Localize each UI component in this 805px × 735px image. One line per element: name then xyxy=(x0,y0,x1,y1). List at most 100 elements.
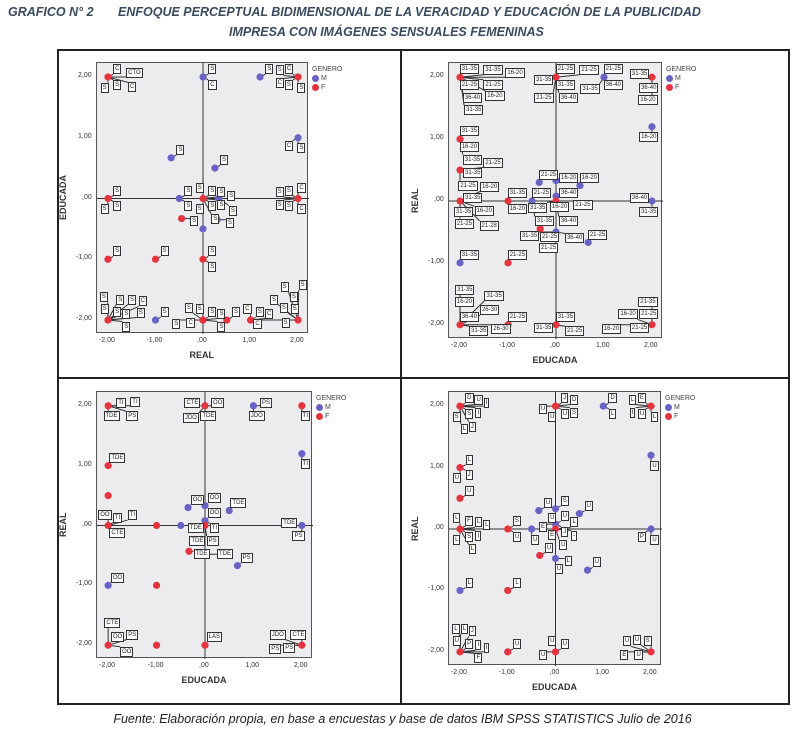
divider xyxy=(57,377,790,379)
point-label: S xyxy=(284,201,293,212)
point-label: 36-40 xyxy=(558,92,579,103)
data-point-female xyxy=(456,402,464,410)
point-label: 36-40 xyxy=(639,82,659,93)
data-point-male xyxy=(184,503,192,512)
data-point-female xyxy=(104,521,112,530)
data-point-female xyxy=(152,641,161,649)
point-label: S xyxy=(452,411,461,422)
data-point-female xyxy=(246,316,255,324)
point-label: 21-28 xyxy=(479,220,499,231)
data-point-male xyxy=(211,164,219,172)
data-point-female xyxy=(504,259,512,267)
data-point-female xyxy=(552,321,560,329)
point-label: S xyxy=(512,516,521,527)
point-label: U xyxy=(632,634,642,645)
point-label: S xyxy=(297,82,306,93)
point-label: D xyxy=(569,394,579,405)
data-point-male xyxy=(456,259,464,267)
point-label: PS xyxy=(283,643,296,654)
data-point-male xyxy=(199,225,207,233)
point-label: D xyxy=(465,393,474,404)
point-label: F xyxy=(474,653,483,664)
y-tick-label: -2,00 xyxy=(76,640,92,648)
legend-label: F xyxy=(321,84,326,91)
point-label: U xyxy=(560,639,570,650)
plot-canvas xyxy=(97,63,309,334)
point-label: U xyxy=(622,636,632,647)
data-point-female xyxy=(504,197,512,205)
data-point-female xyxy=(456,135,464,143)
data-point-male xyxy=(256,73,264,81)
x-tick-label: 2,00 xyxy=(290,337,304,344)
legend-item-F: F xyxy=(316,413,346,420)
y-axis-label: REAL xyxy=(410,188,420,213)
point-label: U xyxy=(560,408,570,419)
point-label: S xyxy=(208,201,217,212)
y-tick-label: ,00 xyxy=(82,193,92,201)
point-label: 31-35 xyxy=(555,80,576,90)
plot-canvas xyxy=(97,392,313,659)
point-label: L xyxy=(452,624,460,635)
data-point-female xyxy=(456,321,464,329)
point-label: C xyxy=(208,79,217,90)
point-label: OO xyxy=(110,632,125,643)
data-point-male xyxy=(294,134,302,142)
legend-label: M xyxy=(674,404,680,411)
point-label: U xyxy=(544,542,554,553)
point-label: S xyxy=(643,636,652,647)
point-label: U xyxy=(548,636,557,647)
data-point-female xyxy=(456,648,464,656)
legend-label: M xyxy=(321,75,327,82)
legend-item-M: M xyxy=(666,75,696,82)
point-label: U xyxy=(452,473,461,484)
point-label: C xyxy=(275,78,284,89)
data-point-female xyxy=(456,494,464,502)
point-label: L xyxy=(468,544,477,555)
y-tick-label: 1,00 xyxy=(78,132,92,140)
point-label: 31-35 xyxy=(483,64,503,75)
point-label: 31-35 xyxy=(555,311,576,322)
point-label: 36-40 xyxy=(459,311,480,322)
point-label: 36-40 xyxy=(558,216,579,227)
data-point-male xyxy=(167,154,175,162)
point-label: 36-40 xyxy=(629,193,650,204)
point-label: 31-35 xyxy=(469,326,489,337)
y-tick-label: 1,00 xyxy=(430,134,444,142)
point-label: 21-25 xyxy=(483,79,503,90)
point-label: LAS xyxy=(206,632,223,643)
point-label: S xyxy=(100,304,109,315)
point-label: 16-20 xyxy=(485,90,505,101)
point-label: U xyxy=(452,636,461,647)
data-point-male xyxy=(647,525,655,533)
point-label: S xyxy=(281,317,290,328)
point-label: U xyxy=(538,649,548,660)
point-label: 36-40 xyxy=(559,188,579,199)
point-label: JDO xyxy=(182,412,199,423)
x-tick-label: -1,00 xyxy=(147,662,164,669)
point-label: S xyxy=(122,308,131,319)
graph-number: GRAFICO N° 2 xyxy=(8,5,94,19)
x-tick-label: -2,00 xyxy=(451,342,467,349)
point-label: E xyxy=(620,650,629,661)
point-label: PS xyxy=(269,643,282,654)
legend-marker-icon xyxy=(312,84,319,91)
point-label: - xyxy=(570,530,577,541)
point-label: U xyxy=(592,557,602,568)
label-leader xyxy=(555,74,580,78)
point-label: I xyxy=(475,407,482,418)
point-label: 36-40 xyxy=(603,80,624,90)
x-tick-label: 2,00 xyxy=(643,342,658,349)
data-point-male xyxy=(298,450,306,458)
x-axis-label: EDUCADA xyxy=(532,682,577,692)
y-tick-label: -2,00 xyxy=(76,315,92,323)
point-label: L xyxy=(513,577,521,588)
data-point-female xyxy=(104,316,112,324)
point-label: CTE xyxy=(184,397,201,408)
point-label: S xyxy=(275,200,284,210)
point-label: 21-25 xyxy=(454,218,475,229)
legend-label: M xyxy=(325,404,331,411)
x-tick-label: 2,00 xyxy=(293,662,308,669)
point-label: U xyxy=(512,531,522,542)
label-leader xyxy=(107,317,137,321)
data-point-male xyxy=(104,581,112,589)
